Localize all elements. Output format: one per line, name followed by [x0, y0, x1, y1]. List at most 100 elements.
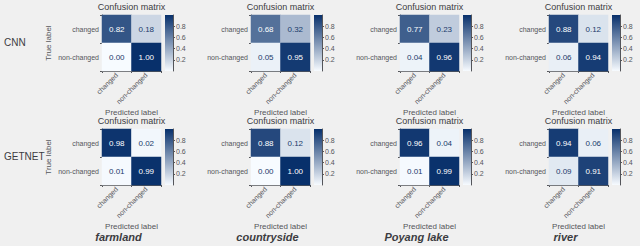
- svg-text:farmland: farmland: [95, 231, 142, 243]
- svg-text:0.6: 0.6: [623, 148, 633, 155]
- svg-text:0.8: 0.8: [325, 137, 335, 144]
- svg-text:0.00: 0.00: [258, 167, 274, 176]
- svg-text:0.8: 0.8: [325, 23, 335, 30]
- svg-text:changed: changed: [542, 185, 567, 210]
- svg-text:0.4: 0.4: [176, 159, 186, 166]
- svg-text:Confusion matrix: Confusion matrix: [545, 116, 613, 126]
- svg-text:0.01: 0.01: [407, 167, 423, 176]
- svg-text:0.6: 0.6: [623, 34, 633, 41]
- svg-text:Poyang lake: Poyang lake: [384, 231, 448, 243]
- svg-text:Confusion matrix: Confusion matrix: [247, 2, 315, 12]
- svg-text:0.6: 0.6: [325, 34, 335, 41]
- svg-text:non-changed: non-changed: [207, 54, 248, 62]
- svg-text:0.04: 0.04: [436, 139, 452, 148]
- svg-text:changed: changed: [221, 140, 248, 148]
- svg-text:0.68: 0.68: [258, 25, 274, 34]
- svg-text:0.2: 0.2: [176, 56, 186, 63]
- svg-text:non-changed: non-changed: [264, 71, 299, 106]
- svg-text:0.4: 0.4: [325, 159, 335, 166]
- svg-text:non-changed: non-changed: [413, 71, 448, 106]
- svg-text:changed: changed: [370, 140, 397, 148]
- svg-text:0.8: 0.8: [623, 137, 633, 144]
- svg-text:changed: changed: [393, 185, 418, 210]
- svg-text:river: river: [554, 231, 579, 243]
- svg-text:changed: changed: [393, 71, 418, 96]
- svg-text:0.8: 0.8: [623, 23, 633, 30]
- svg-text:0.2: 0.2: [474, 56, 484, 63]
- svg-text:non-changed: non-changed: [264, 185, 299, 220]
- svg-text:countryside: countryside: [236, 231, 298, 243]
- svg-text:0.8: 0.8: [176, 137, 186, 144]
- svg-text:changed: changed: [95, 71, 120, 96]
- svg-text:0.32: 0.32: [287, 25, 303, 34]
- svg-text:0.2: 0.2: [623, 170, 633, 177]
- svg-text:True label: True label: [44, 25, 53, 61]
- svg-text:non-changed: non-changed: [115, 71, 150, 106]
- svg-text:0.2: 0.2: [325, 56, 335, 63]
- svg-text:changed: changed: [95, 185, 120, 210]
- svg-text:0.88: 0.88: [556, 25, 572, 34]
- svg-text:Confusion matrix: Confusion matrix: [98, 2, 166, 12]
- svg-text:0.8: 0.8: [176, 23, 186, 30]
- svg-text:0.06: 0.06: [585, 139, 601, 148]
- svg-text:Confusion matrix: Confusion matrix: [247, 116, 315, 126]
- svg-text:0.01: 0.01: [109, 167, 125, 176]
- svg-text:0.6: 0.6: [474, 148, 484, 155]
- svg-text:0.4: 0.4: [623, 45, 633, 52]
- svg-text:0.4: 0.4: [623, 159, 633, 166]
- svg-text:Confusion matrix: Confusion matrix: [98, 116, 166, 126]
- svg-text:non-changed: non-changed: [115, 185, 150, 220]
- svg-text:0.82: 0.82: [109, 25, 125, 34]
- svg-text:non-changed: non-changed: [356, 54, 397, 62]
- svg-text:0.8: 0.8: [474, 137, 484, 144]
- svg-text:0.09: 0.09: [556, 167, 572, 176]
- svg-text:0.4: 0.4: [474, 45, 484, 52]
- svg-text:True label: True label: [44, 139, 53, 175]
- svg-text:non-changed: non-changed: [356, 168, 397, 176]
- svg-text:changed: changed: [244, 185, 269, 210]
- svg-text:CNN: CNN: [4, 37, 26, 48]
- svg-text:0.6: 0.6: [325, 148, 335, 155]
- svg-text:non-changed: non-changed: [413, 185, 448, 220]
- svg-text:non-changed: non-changed: [505, 54, 546, 62]
- svg-text:Confusion matrix: Confusion matrix: [545, 2, 613, 12]
- svg-text:non-changed: non-changed: [562, 185, 597, 220]
- svg-text:non-changed: non-changed: [58, 54, 99, 62]
- svg-text:non-changed: non-changed: [562, 71, 597, 106]
- svg-text:changed: changed: [72, 26, 99, 34]
- svg-text:1.00: 1.00: [138, 53, 154, 62]
- svg-text:Confusion matrix: Confusion matrix: [396, 116, 464, 126]
- svg-text:changed: changed: [221, 26, 248, 34]
- svg-text:0.4: 0.4: [474, 159, 484, 166]
- svg-text:0.99: 0.99: [138, 167, 154, 176]
- svg-text:changed: changed: [244, 71, 269, 96]
- svg-text:0.94: 0.94: [585, 53, 601, 62]
- svg-text:0.6: 0.6: [474, 34, 484, 41]
- svg-text:non-changed: non-changed: [505, 168, 546, 176]
- svg-text:0.6: 0.6: [176, 34, 186, 41]
- svg-text:changed: changed: [542, 71, 567, 96]
- svg-text:0.2: 0.2: [176, 170, 186, 177]
- svg-text:0.95: 0.95: [287, 53, 303, 62]
- svg-text:non-changed: non-changed: [207, 168, 248, 176]
- svg-text:non-changed: non-changed: [58, 168, 99, 176]
- svg-text:0.96: 0.96: [407, 139, 423, 148]
- svg-text:Confusion matrix: Confusion matrix: [396, 2, 464, 12]
- svg-text:0.91: 0.91: [585, 167, 601, 176]
- svg-text:0.8: 0.8: [474, 23, 484, 30]
- svg-text:1.00: 1.00: [287, 167, 303, 176]
- svg-text:0.00: 0.00: [109, 53, 125, 62]
- svg-text:changed: changed: [370, 26, 397, 34]
- svg-text:changed: changed: [519, 26, 546, 34]
- svg-text:0.2: 0.2: [474, 170, 484, 177]
- svg-text:0.12: 0.12: [287, 139, 303, 148]
- svg-text:0.23: 0.23: [436, 25, 452, 34]
- svg-text:0.98: 0.98: [109, 139, 125, 148]
- svg-text:0.2: 0.2: [623, 56, 633, 63]
- svg-text:0.2: 0.2: [325, 170, 335, 177]
- svg-text:GETNET: GETNET: [4, 151, 45, 162]
- svg-text:0.04: 0.04: [407, 53, 423, 62]
- svg-text:0.02: 0.02: [138, 139, 154, 148]
- svg-text:0.99: 0.99: [436, 167, 452, 176]
- svg-text:0.6: 0.6: [176, 148, 186, 155]
